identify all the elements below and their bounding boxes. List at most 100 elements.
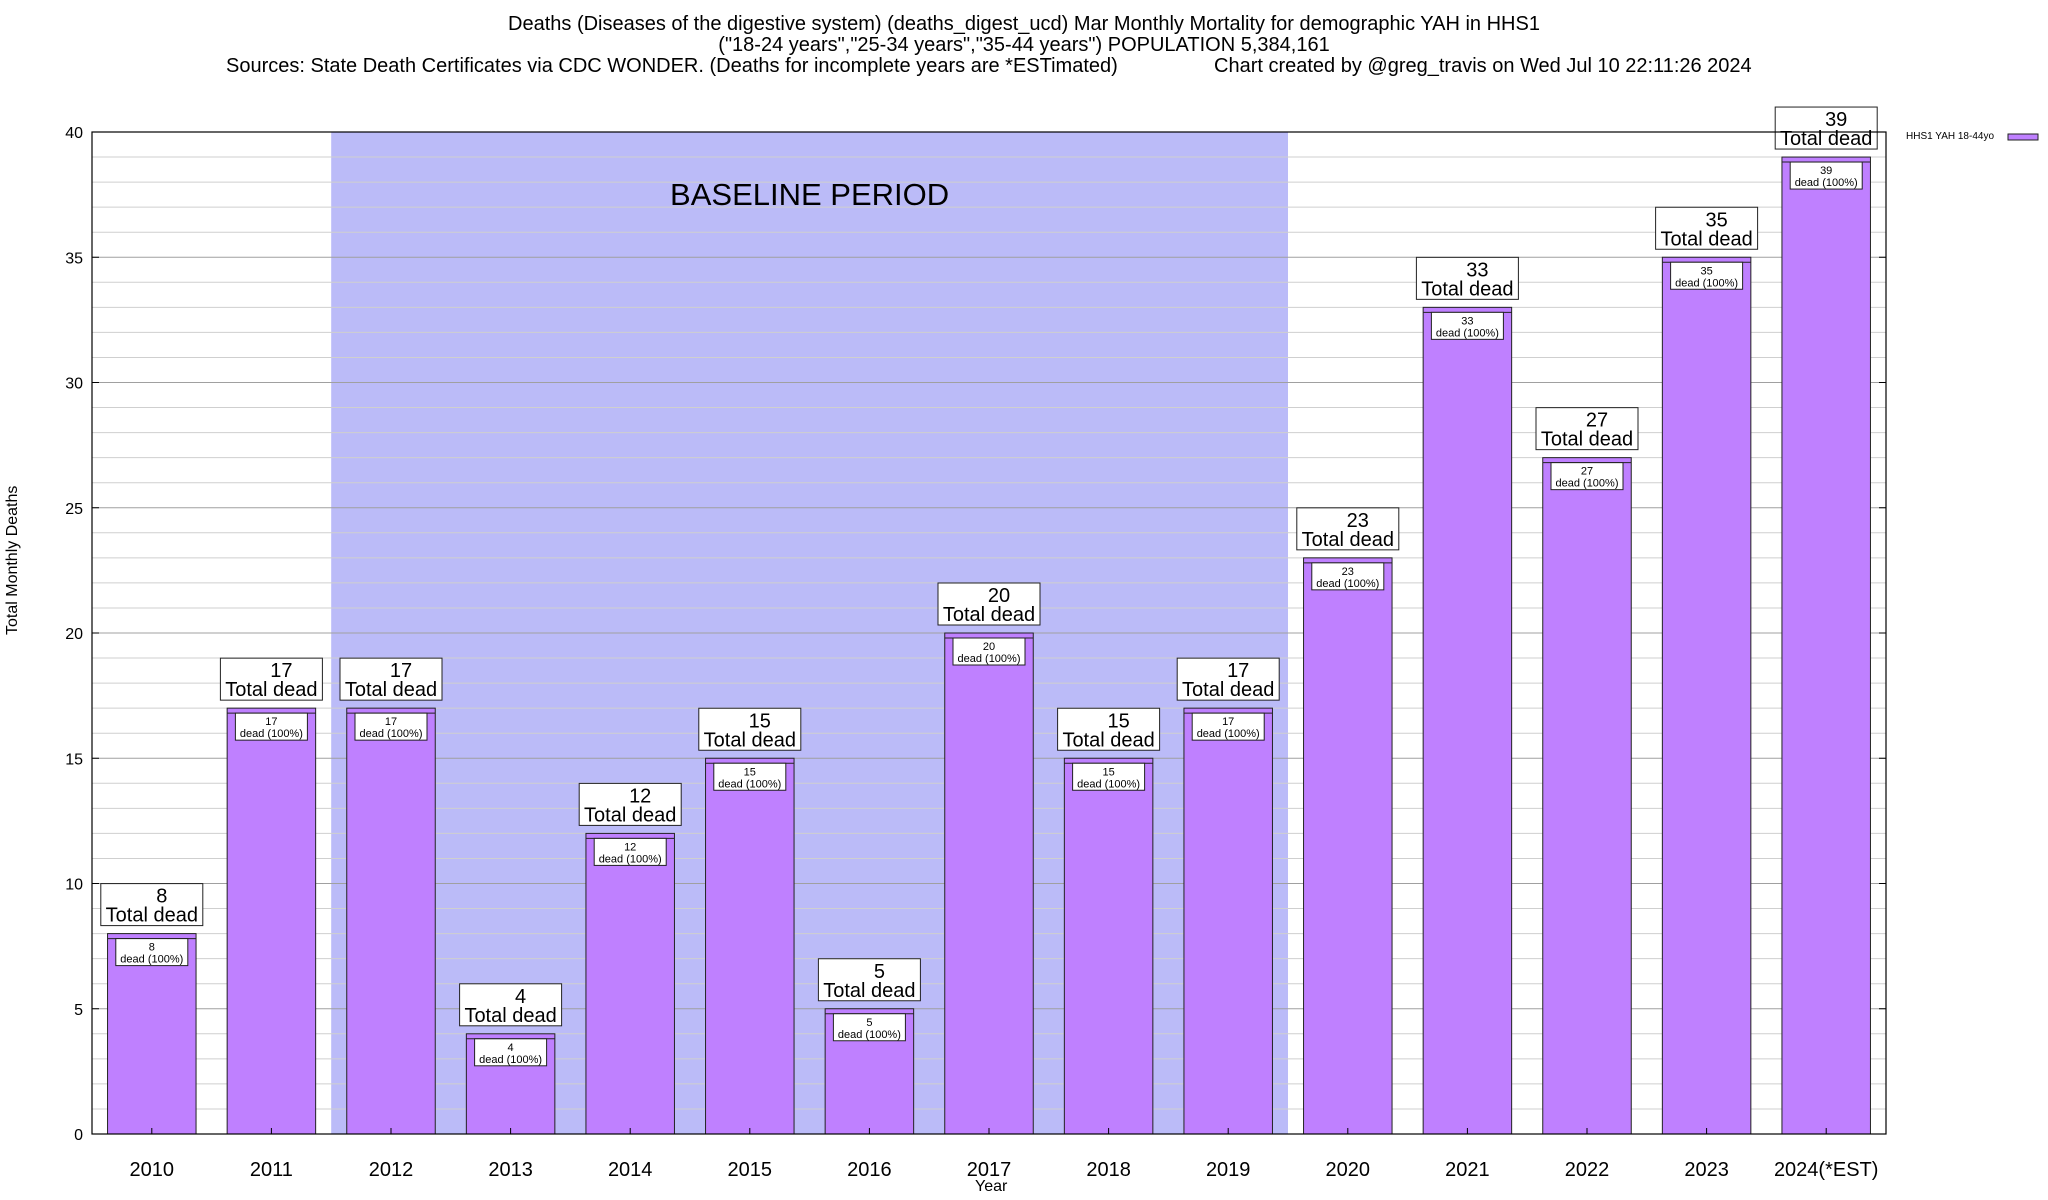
total-label-box <box>1655 206 1759 250</box>
total-value-label: 17 <box>390 660 412 682</box>
x-tick-label: 2016 <box>847 1159 892 1181</box>
bar <box>1422 306 1513 1135</box>
inner-label-box <box>474 1038 548 1067</box>
total-value-label: 23 <box>1347 510 1369 532</box>
total-dead-label: Total dead <box>704 729 796 751</box>
total-label-box <box>219 657 323 701</box>
total-label-box <box>698 707 802 751</box>
inner-dead-label: dead (100%) <box>240 728 303 740</box>
total-value-label: 35 <box>1705 209 1727 231</box>
x-tick-label: 2013 <box>488 1159 533 1181</box>
inner-label-box <box>115 938 189 967</box>
inner-dead-label: dead (100%) <box>1316 578 1379 590</box>
inner-dead-label: dead (100%) <box>1436 327 1499 339</box>
inner-dead-label: dead (100%) <box>599 853 662 865</box>
inner-dead-label: dead (100%) <box>1077 778 1140 790</box>
total-value-label: 20 <box>988 585 1010 607</box>
total-dead-label: Total dead <box>1660 228 1752 250</box>
chart-title: Deaths (Diseases of the digestive system… <box>508 13 1540 35</box>
total-label-box <box>100 883 204 927</box>
bar <box>107 933 197 1135</box>
total-label-box <box>937 582 1041 626</box>
inner-label-box <box>832 1013 906 1042</box>
total-value-label: 15 <box>1107 710 1129 732</box>
total-value-label: 5 <box>874 961 885 983</box>
total-dead-label: Total dead <box>1062 729 1154 751</box>
inner-dead-label: dead (100%) <box>120 954 183 966</box>
total-label-box <box>578 782 682 826</box>
inner-label-box <box>1550 462 1624 491</box>
total-label-box <box>1296 507 1400 551</box>
inner-label-box <box>1072 762 1146 791</box>
total-dead-label: Total dead <box>106 905 198 927</box>
bar <box>1542 457 1632 1135</box>
legend-swatch <box>2007 133 2039 141</box>
bar <box>1303 557 1393 1135</box>
inner-value-label: 33 <box>1461 315 1473 327</box>
total-dead-label: Total dead <box>943 604 1035 626</box>
total-dead-label: Total dead <box>584 804 676 826</box>
chart-credit: Chart created by @greg_travis on Wed Jul… <box>1214 55 1752 77</box>
x-tick-label: 2020 <box>1326 1159 1371 1181</box>
inner-label-box <box>354 712 428 741</box>
bar <box>1661 256 1752 1135</box>
total-label-box <box>1415 256 1519 300</box>
inner-label-box <box>1191 712 1265 741</box>
total-value-label: 17 <box>270 660 292 682</box>
total-value-label: 4 <box>515 986 526 1008</box>
total-dead-label: Total dead <box>464 1005 556 1027</box>
chart-sources: Sources: State Death Certificates via CD… <box>226 55 1118 77</box>
bar <box>226 707 317 1135</box>
y-tick-label: 20 <box>65 626 83 643</box>
total-dead-label: Total dead <box>1421 278 1513 300</box>
inner-dead-label: dead (100%) <box>360 728 423 740</box>
x-tick-label: 2012 <box>369 1159 414 1181</box>
inner-dead-label: dead (100%) <box>1795 177 1858 189</box>
inner-dead-label: dead (100%) <box>479 1054 542 1066</box>
inner-value-label: 39 <box>1820 165 1832 177</box>
bar <box>1183 707 1273 1135</box>
inner-value-label: 5 <box>866 1017 872 1029</box>
total-label-box <box>339 657 443 701</box>
bar <box>346 707 436 1135</box>
inner-label-box <box>1311 562 1385 591</box>
total-dead-label: Total dead <box>1541 429 1633 451</box>
inner-label-box <box>593 837 667 866</box>
total-label-box <box>1176 657 1280 701</box>
baseline-label: BASELINE PERIOD <box>670 177 949 212</box>
legend-entry-label: HHS1 YAH 18-44yo <box>1906 131 1995 142</box>
y-tick-label: 10 <box>65 877 83 894</box>
inner-value-label: 17 <box>265 716 277 728</box>
total-label-box <box>459 983 563 1027</box>
total-value-label: 27 <box>1586 410 1608 432</box>
total-label-box <box>1057 707 1161 751</box>
plot-frame <box>91 131 1887 1135</box>
total-value-label: 39 <box>1825 109 1847 131</box>
inner-value-label: 12 <box>624 841 636 853</box>
total-dead-label: Total dead <box>1780 128 1872 150</box>
inner-value-label: 4 <box>508 1042 514 1054</box>
total-label-box <box>1535 407 1639 451</box>
y-tick-label: 40 <box>65 125 83 142</box>
inner-dead-label: dead (100%) <box>1675 277 1738 289</box>
x-tick-label: 2023 <box>1684 1159 1729 1181</box>
y-tick-label: 15 <box>65 751 83 768</box>
chart-subtitle: ("18-24 years","25-34 years","35-44 year… <box>718 34 1330 56</box>
y-tick-label: 0 <box>74 1127 83 1144</box>
total-value-label: 17 <box>1227 660 1249 682</box>
inner-label-box <box>952 637 1026 666</box>
inner-label-box <box>1789 161 1863 190</box>
inner-dead-label: dead (100%) <box>838 1029 901 1041</box>
total-value-label: 12 <box>629 785 651 807</box>
x-tick-label: 2018 <box>1086 1159 1131 1181</box>
x-tick-label: 2024(*EST) <box>1774 1159 1879 1181</box>
inner-value-label: 8 <box>149 942 155 954</box>
inner-label-box <box>713 762 787 791</box>
x-tick-label: 2015 <box>728 1159 773 1181</box>
bar <box>705 757 795 1135</box>
inner-value-label: 17 <box>1222 716 1234 728</box>
bar <box>585 832 675 1135</box>
x-tick-label: 2019 <box>1206 1159 1251 1181</box>
total-dead-label: Total dead <box>1302 529 1394 551</box>
